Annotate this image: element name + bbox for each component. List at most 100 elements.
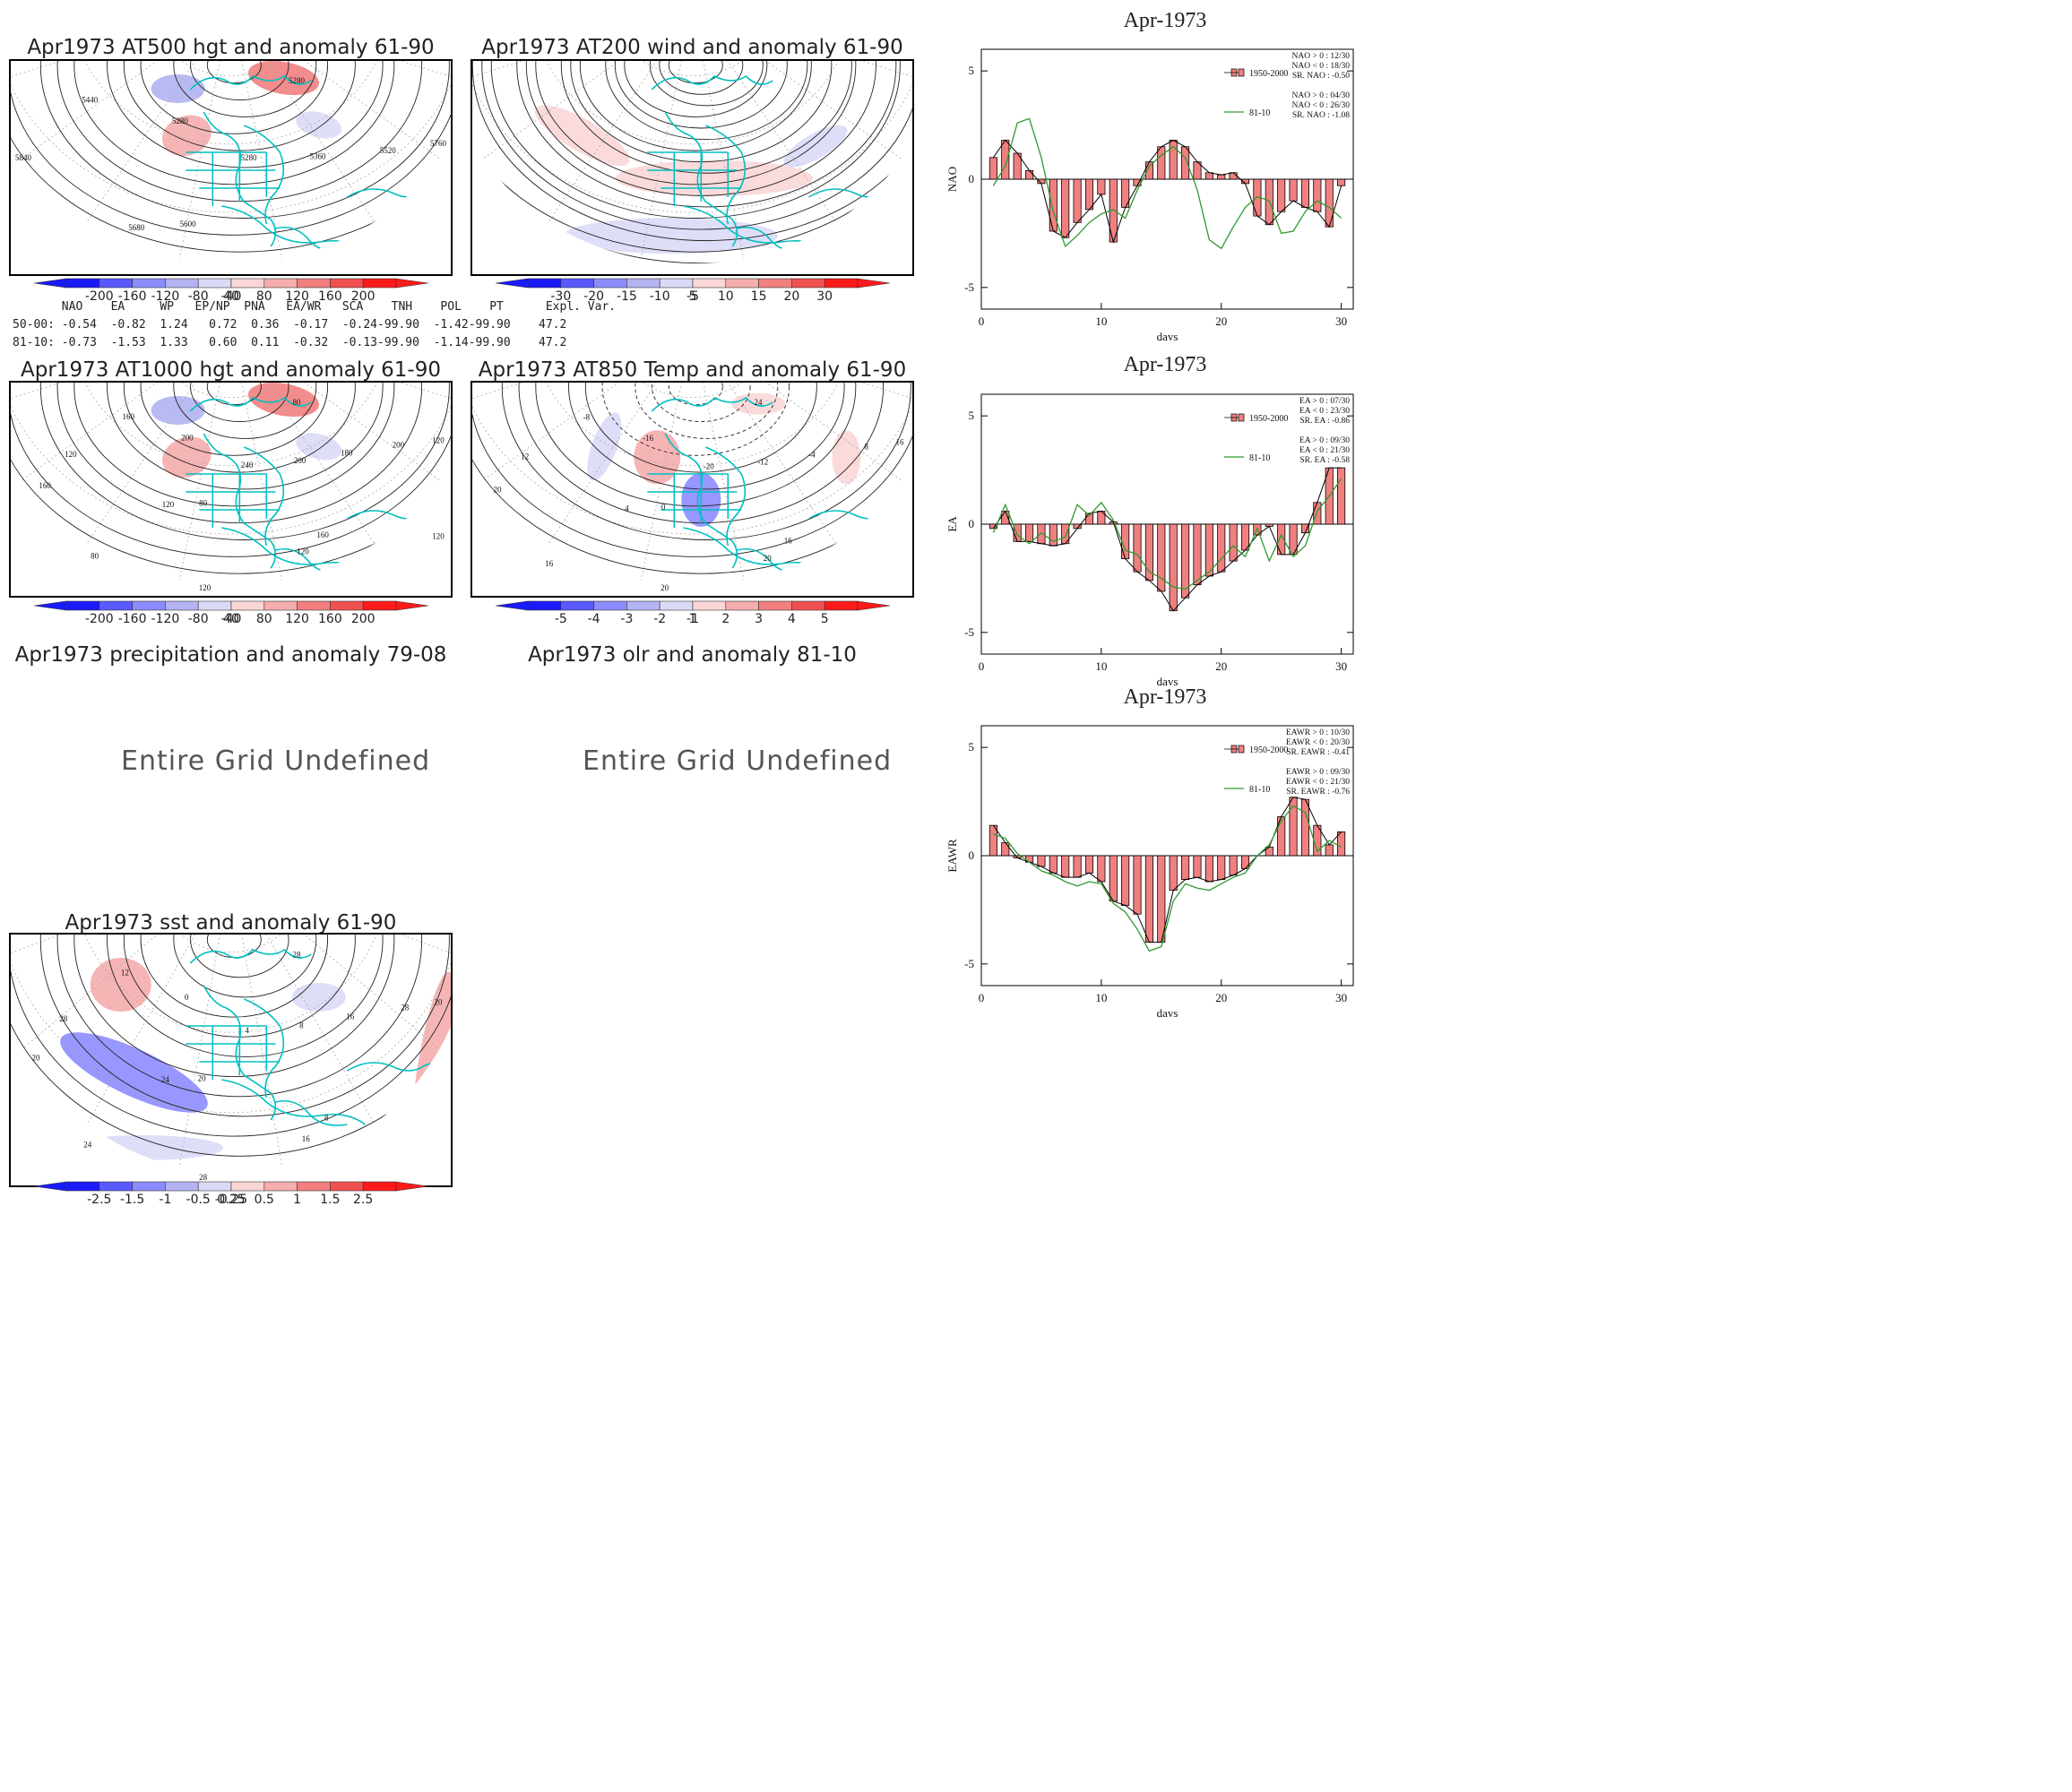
z1000-contour-label: 120 xyxy=(297,547,309,556)
z1000-contour-label: 160 xyxy=(316,530,329,539)
bar-1950-2000 xyxy=(1157,523,1166,592)
colorbar-label: 1 xyxy=(293,1193,302,1207)
colorbar-segment xyxy=(132,1181,166,1192)
bar-1950-2000 xyxy=(1300,178,1310,208)
bar-1950-2000 xyxy=(1217,174,1226,180)
colorbar-segment xyxy=(527,278,562,289)
colorbar-label: 1 xyxy=(688,612,697,626)
y-tick-label: 5 xyxy=(969,64,975,77)
z500-contour-label: 5280 xyxy=(289,76,306,85)
colorbar-label: 5 xyxy=(820,612,829,626)
t850-contour-label: -12 xyxy=(757,458,768,467)
colorbar-segment xyxy=(197,1181,232,1192)
colorbar-segment xyxy=(99,278,133,289)
line-1950-2000 xyxy=(992,139,1342,244)
z500-contour-label: 5280 xyxy=(240,153,257,162)
line-1950-2000 xyxy=(992,467,1342,612)
bar-1950-2000 xyxy=(1073,855,1082,878)
colorbar-label: -5 xyxy=(686,289,699,304)
legend-stat-81-10: SR. NAO : -1.08 xyxy=(1292,111,1350,120)
u200-map xyxy=(471,59,914,276)
bar-1950-2000 xyxy=(1337,831,1346,857)
bar-1950-2000 xyxy=(1204,172,1213,180)
colorbar-label: -30 xyxy=(550,289,572,304)
y-tick-label: -5 xyxy=(964,280,974,294)
t850-contour-label: 12 xyxy=(521,452,529,461)
colorbar-label: -3 xyxy=(620,612,634,626)
colorbar-segment xyxy=(659,278,694,289)
colorbar-label: -40 xyxy=(220,289,242,304)
z500-colorbar: -200 -160 -120 -80 -40 40 80 120 160 200 xyxy=(33,278,429,306)
line-81-10 xyxy=(992,478,1342,590)
sst-contour-label: 28 xyxy=(401,1003,410,1012)
z500-contour-label: 5600 xyxy=(180,220,197,228)
anomaly-negative xyxy=(60,1032,208,1113)
t850-contour-label: 4 xyxy=(625,504,629,513)
olr-undefined-message: Entire Grid Undefined xyxy=(583,745,893,777)
contour-lines xyxy=(472,61,912,264)
colorbar-segment xyxy=(165,1181,199,1192)
bar-1950-2000 xyxy=(1169,523,1178,612)
sst-contour-label: 0 xyxy=(185,993,189,1002)
z500-map: 5280 5280 5280 5360 5440 5520 5600 5680 5760 5840 xyxy=(9,59,453,276)
y-axis-label: EAWR xyxy=(945,839,959,873)
colorbar-label: 1.5 xyxy=(320,1193,341,1207)
sst-contour-label: 20 xyxy=(198,1073,207,1082)
t850-map: 24 -16 -20 -12 -8 -4 0 4 8 12 16 20 20 16 16 20 xyxy=(471,381,914,598)
x-tick-label: 20 xyxy=(1215,314,1227,328)
colorbar-segment xyxy=(132,600,166,611)
legend-stat-1950-2000: SR. EAWR : -0.41 xyxy=(1286,748,1350,757)
colorbar-tip-high xyxy=(857,600,891,611)
u200-hemisphere xyxy=(472,61,912,264)
x-tick-label: 0 xyxy=(979,991,985,1004)
colorbar-label: 40 xyxy=(223,612,239,626)
colorbar-segment xyxy=(527,600,562,611)
colorbar-label: -80 xyxy=(187,612,209,626)
index-table-row-8110: 81-10: -0.73 -1.53 1.33 0.60 0.11 -0.32 … xyxy=(13,336,567,349)
anomaly-positive xyxy=(162,436,212,478)
anomaly-negative xyxy=(587,412,622,481)
bar-1950-2000 xyxy=(1229,523,1238,562)
anomaly-positive xyxy=(162,115,212,157)
bar-1950-2000 xyxy=(1061,178,1070,238)
bar-1950-2000 xyxy=(1217,855,1226,880)
colorbar-label: 2 xyxy=(721,612,730,626)
contour-lines xyxy=(472,383,912,586)
coastline xyxy=(186,948,451,1126)
colorbar-label: 15 xyxy=(750,289,767,304)
legend-stat-81-10: EA > 0 : 09/30 xyxy=(1299,436,1350,445)
bar-1950-2000 xyxy=(1181,855,1190,880)
z1000-title: Apr1973 AT1000 hgt and anomaly 61-90 xyxy=(21,358,441,382)
colorbar-label: -200 xyxy=(84,612,114,626)
line-81-10 xyxy=(993,805,1342,952)
x-tick-label: 10 xyxy=(1095,659,1107,673)
anomaly-positive xyxy=(247,383,319,418)
coastline xyxy=(186,74,451,253)
colorbar-segment xyxy=(263,600,298,611)
colorbar-label: -120 xyxy=(151,289,180,304)
line-81-10 xyxy=(992,117,1342,250)
x-tick-label: 30 xyxy=(1335,314,1347,328)
colorbar-tip-high xyxy=(395,1181,429,1192)
bar-1950-2000 xyxy=(1193,855,1202,878)
bar-1950-2000 xyxy=(1337,467,1346,525)
colorbar-label: -0.5 xyxy=(186,1193,211,1207)
colorbar-label: -2 xyxy=(653,612,667,626)
colorbar-label: -1 xyxy=(686,612,699,626)
t850-hemisphere xyxy=(472,383,912,586)
z500-contour-label: 5840 xyxy=(15,153,32,162)
colorbar-segment xyxy=(791,600,825,611)
bar-1950-2000 xyxy=(1084,178,1094,211)
anomaly-positive xyxy=(90,958,151,1012)
sst-colorbar: -2.5 -1.5 -1 -0.5 -0.25 0.25 0.5 1 1.5 2.5 xyxy=(33,1181,429,1210)
legend-label-81-10: 81-10 xyxy=(1249,453,1270,463)
colorbar-segment xyxy=(65,600,100,611)
bar-1950-2000 xyxy=(1121,855,1130,906)
z500-contour-label: 5280 xyxy=(172,116,189,125)
eawr-chart: 5 0 -5 0 10 20 30 days EAWR 1950-2000 81-10 EAWR > … xyxy=(941,712,1371,1020)
colorbar-label: 120 xyxy=(285,612,309,626)
sst-contour-label: 24 xyxy=(161,1075,170,1084)
lat-lon-grid xyxy=(11,61,451,264)
colorbar-segment xyxy=(99,1181,133,1192)
colorbar-segment xyxy=(824,278,859,289)
